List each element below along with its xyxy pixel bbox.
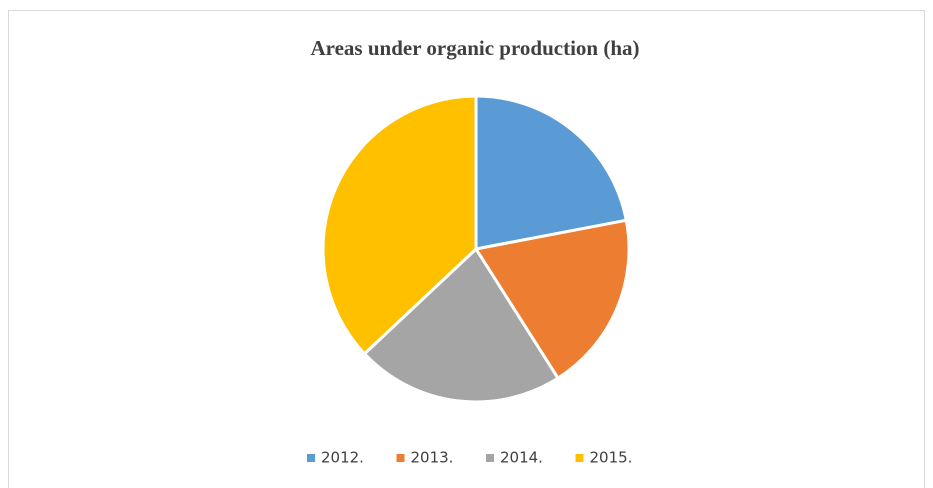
legend-label: 2014.	[500, 449, 543, 467]
legend-label: 2015.	[590, 449, 633, 467]
pie-slice	[362, 247, 560, 404]
legend-label: 2012.	[321, 449, 364, 467]
pie-slice	[321, 94, 478, 356]
legend-label: 2013.	[411, 449, 454, 467]
pie-slice	[474, 94, 628, 251]
pie-slice	[474, 218, 631, 380]
legend-swatch	[396, 454, 405, 462]
chart-title: Areas under organic production (ha)	[310, 36, 639, 60]
legend-swatch	[486, 454, 494, 462]
legend-swatch	[575, 454, 584, 462]
legend-swatch	[307, 454, 315, 462]
